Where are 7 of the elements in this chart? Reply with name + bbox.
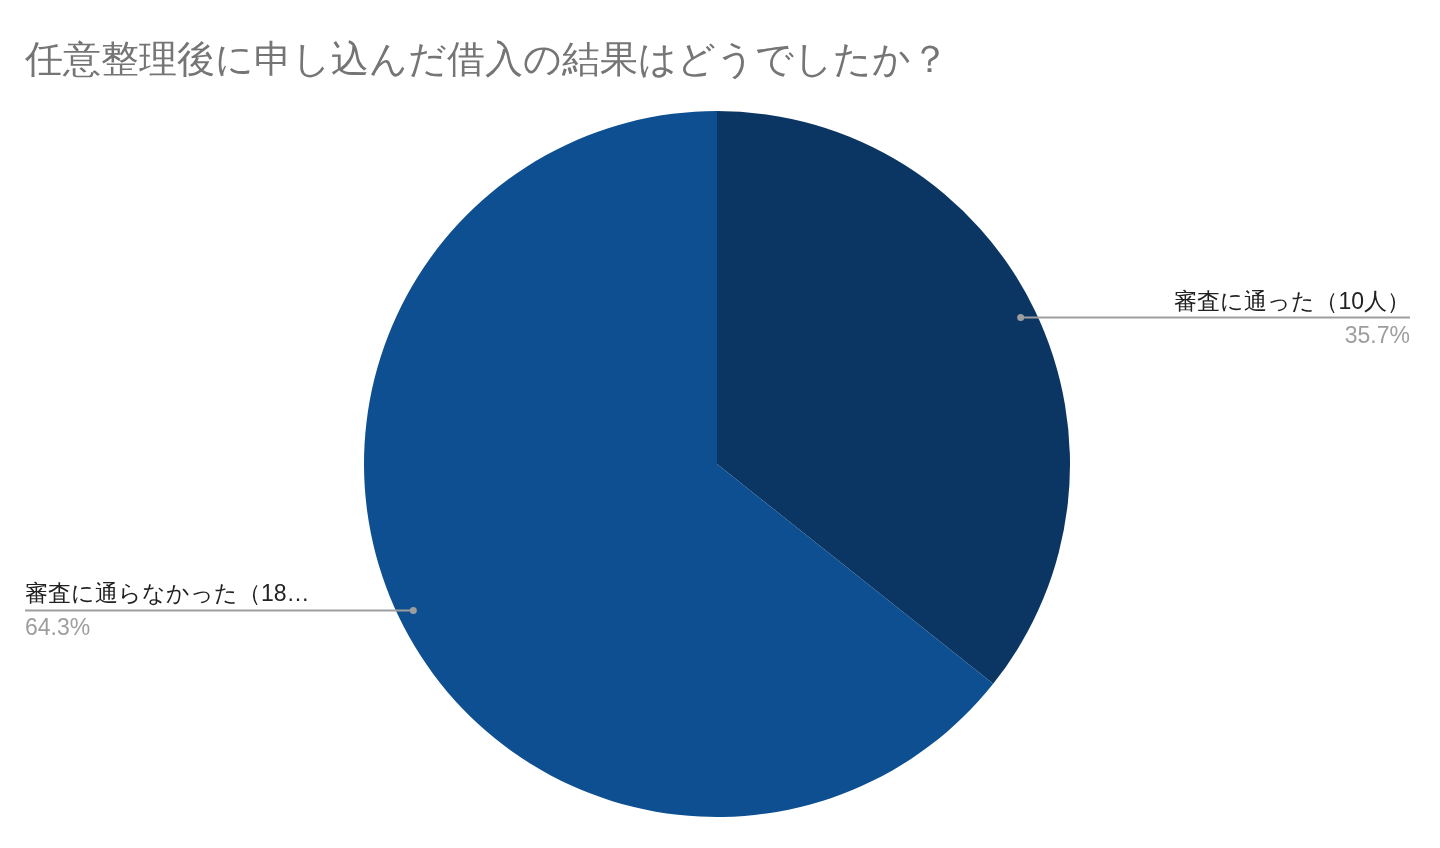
pie-slice (364, 111, 994, 817)
data-label: 64.3% (25, 614, 91, 641)
slice-label: 審査に通らなかった（18… (25, 580, 310, 607)
slice-label: 審査に通った（10人） (1174, 287, 1410, 314)
data-label: 35.7% (1344, 321, 1410, 348)
pie-slice (717, 111, 1070, 684)
chart-title: 任意整理後に申し込んだ借入の結果はどうでしたか？ (24, 38, 949, 80)
